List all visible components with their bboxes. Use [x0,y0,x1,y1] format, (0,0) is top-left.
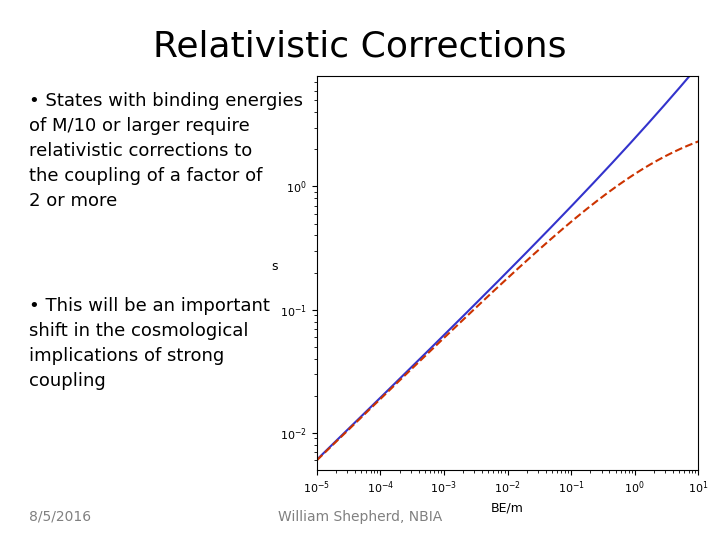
Text: William Shepherd, NBIA: William Shepherd, NBIA [278,510,442,524]
Text: 8/5/2016: 8/5/2016 [29,510,91,524]
Y-axis label: s: s [271,260,278,273]
X-axis label: BE/m: BE/m [491,502,524,515]
Text: Relativistic Corrections: Relativistic Corrections [153,30,567,64]
Text: • States with binding energies
of M/10 or larger require
relativistic correction: • States with binding energies of M/10 o… [29,92,303,210]
Text: • This will be an important
shift in the cosmological
implications of strong
cou: • This will be an important shift in the… [29,297,270,390]
